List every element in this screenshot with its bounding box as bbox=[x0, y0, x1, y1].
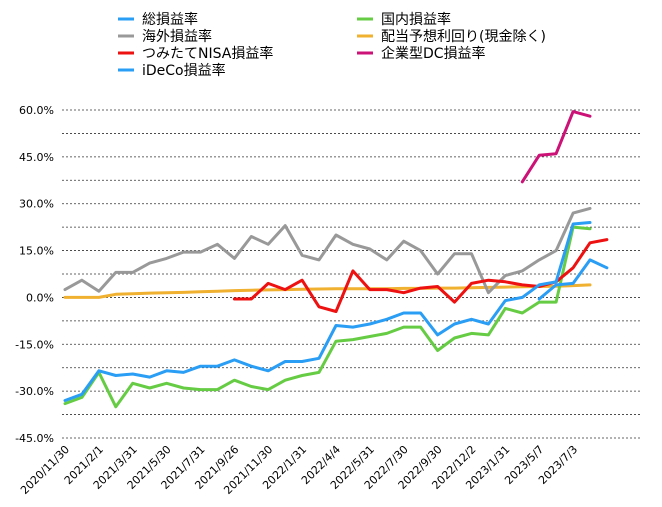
plot-area bbox=[63, 110, 609, 409]
legend-item: つみたてNISA損益率 bbox=[118, 45, 273, 62]
x-axis: 2020/11/302021/2/12021/3/312021/5/302021… bbox=[18, 443, 580, 497]
x-tick-label: 2020/11/30 bbox=[18, 443, 72, 497]
legend-item: 国内損益率 bbox=[357, 11, 451, 28]
legend-label: つみたてNISA損益率 bbox=[142, 45, 273, 62]
grid-lines bbox=[62, 109, 640, 439]
series-line bbox=[63, 221, 592, 402]
y-tick-label: 0.0% bbox=[26, 291, 54, 304]
y-axis: 60.0% 45.0% 30.0% 15.0% 0.0% -15.0% -30.0% -45.… bbox=[15, 104, 54, 445]
legend-item: 総損益率 bbox=[118, 11, 198, 28]
legend-label: 総損益率 bbox=[142, 11, 198, 28]
legend-item: 配当予想利回り(現金除く) bbox=[357, 29, 546, 45]
series-line bbox=[537, 258, 609, 301]
legend-item: 企業型DC損益率 bbox=[357, 45, 486, 62]
legend-label: 国内損益率 bbox=[381, 11, 451, 28]
y-tick-label: -30.0% bbox=[15, 385, 54, 398]
series-line bbox=[63, 225, 592, 409]
series-line bbox=[63, 283, 592, 299]
legend-label: iDeCo損益率 bbox=[142, 62, 226, 79]
y-tick-label: 45.0% bbox=[19, 151, 54, 164]
y-tick-label: -45.0% bbox=[15, 432, 54, 445]
legend-item: 海外損益率 bbox=[118, 28, 212, 45]
series-line bbox=[520, 110, 592, 184]
legend-label: 配当予想利回り(現金除く) bbox=[381, 29, 546, 45]
legend-item: iDeCo損益率 bbox=[118, 62, 226, 79]
y-tick-label: 60.0% bbox=[19, 104, 54, 117]
legend-label: 海外損益率 bbox=[142, 28, 212, 45]
y-tick-label: -15.0% bbox=[15, 338, 54, 351]
series-line bbox=[63, 206, 592, 295]
legend-label: 企業型DC損益率 bbox=[381, 45, 486, 62]
y-tick-label: 30.0% bbox=[19, 198, 54, 211]
y-tick-label: 15.0% bbox=[19, 245, 54, 258]
